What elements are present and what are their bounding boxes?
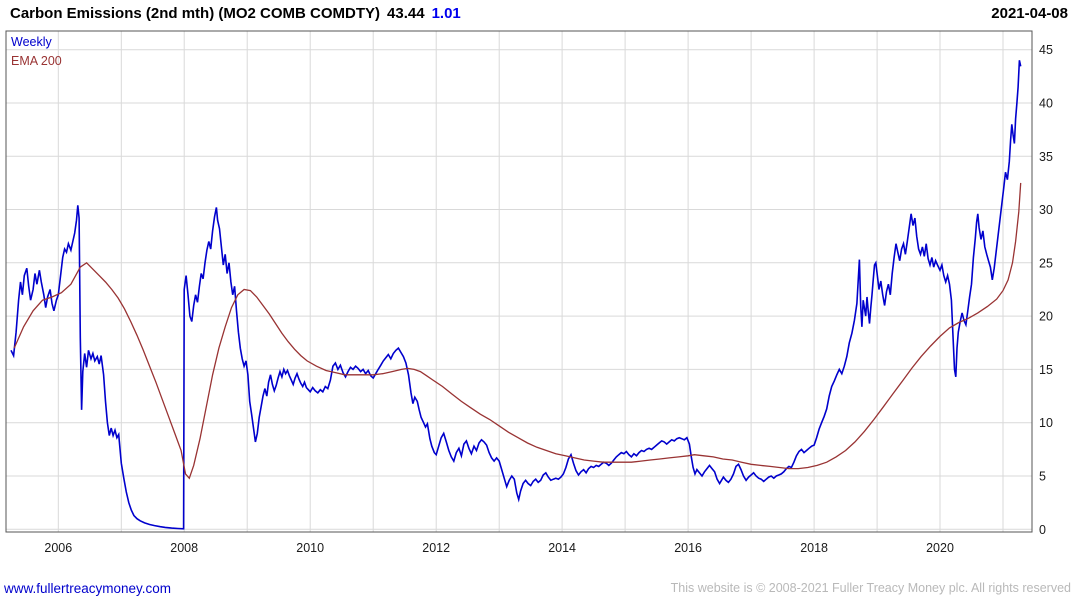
y-axis-label: 20 — [1039, 310, 1053, 324]
y-axis-label: 5 — [1039, 470, 1046, 484]
chart-date: 2021-04-08 — [991, 5, 1068, 22]
price-change: 1.01 — [431, 5, 461, 22]
legend-ema-label: EMA 200 — [11, 54, 62, 68]
legend-weekly-label: Weekly — [11, 35, 52, 49]
x-axis-label: 2010 — [296, 541, 324, 555]
ema-line — [13, 182, 1022, 480]
y-axis-label: 10 — [1039, 416, 1053, 430]
x-axis-label: 2006 — [44, 541, 72, 555]
x-axis-label: 2008 — [170, 541, 198, 555]
last-price: 43.44 — [387, 5, 425, 22]
y-axis-label: 15 — [1039, 363, 1053, 377]
y-axis-label: 40 — [1039, 97, 1053, 111]
y-axis-label: 45 — [1039, 43, 1053, 57]
x-axis-label: 2016 — [674, 541, 702, 555]
chart-header: Carbon Emissions (2nd mth) (MO2 COMB COM… — [10, 5, 461, 22]
y-axis-label: 25 — [1039, 256, 1053, 270]
chart-legend: Weekly EMA 200 — [11, 33, 62, 71]
price-line — [10, 60, 1022, 530]
y-axis-label: 30 — [1039, 203, 1053, 217]
x-axis-label: 2012 — [422, 541, 450, 555]
website-link[interactable]: www.fullertreacymoney.com — [4, 581, 172, 596]
chart-title: Carbon Emissions (2nd mth) (MO2 COMB COM… — [10, 5, 381, 22]
plot-area[interactable] — [5, 30, 1033, 533]
y-axis-label: 0 — [1039, 523, 1046, 537]
x-axis-label: 2018 — [800, 541, 828, 555]
copyright-text: This website is © 2008-2021 Fuller Treac… — [670, 581, 1071, 595]
x-axis-label: 2014 — [548, 541, 576, 555]
x-axis-label: 2020 — [926, 541, 954, 555]
y-axis-label: 35 — [1039, 150, 1053, 164]
